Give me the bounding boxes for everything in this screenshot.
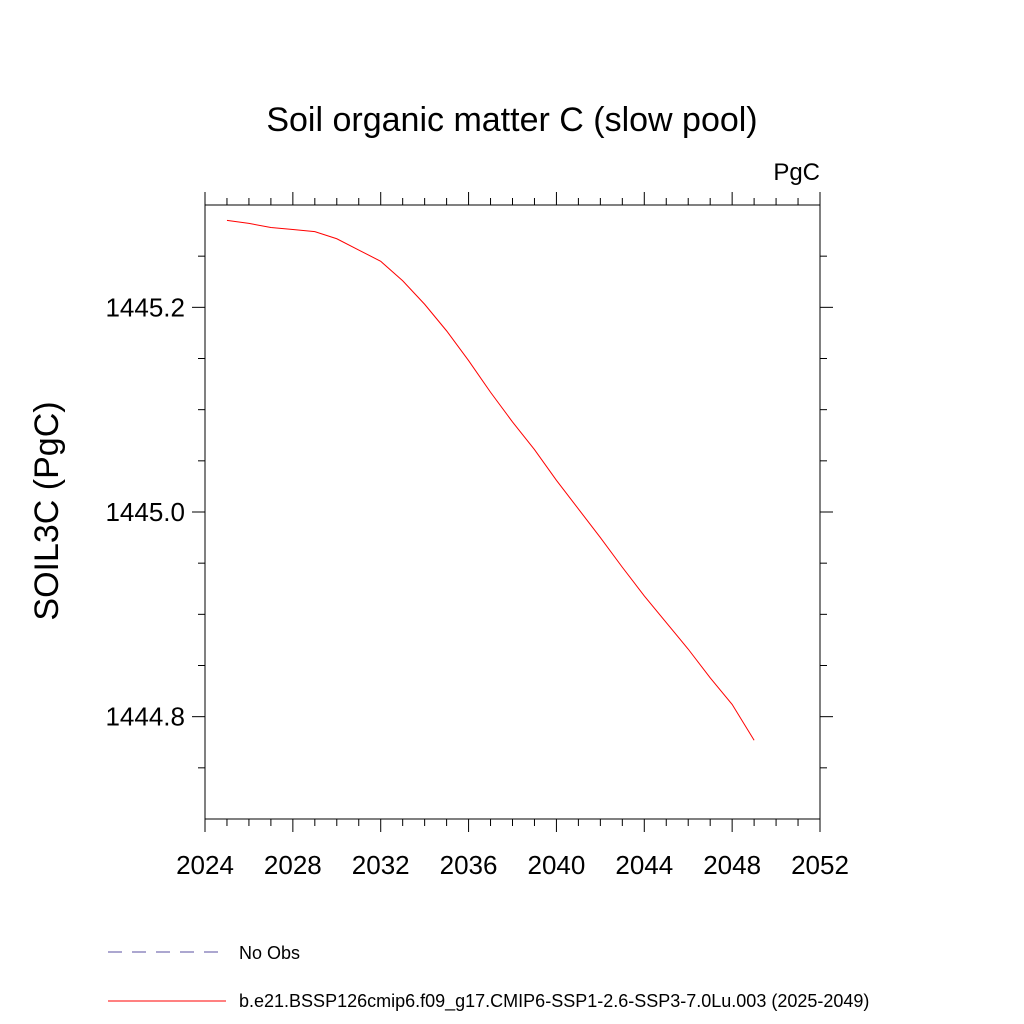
plot-frame	[204, 204, 821, 820]
y-axis-label: SOIL3C (PgC)	[28, 401, 66, 620]
y-tick-label: 1445.2	[105, 292, 185, 322]
y-tick-label: 1445.0	[105, 497, 185, 527]
x-tick-label: 2052	[791, 850, 849, 880]
series-line	[226, 219, 755, 741]
series-group	[226, 219, 755, 741]
x-tick-label: 2032	[352, 850, 410, 880]
legend-label-series: b.e21.BSSP126cmip6.f09_g17.CMIP6-SSP1-2.…	[239, 991, 869, 1012]
x-tick-labels: 2024 2028 2032 2036 2040 2044 2048 2052	[176, 850, 849, 880]
x-tick-label: 2044	[615, 850, 673, 880]
units-label: PgC	[773, 159, 820, 186]
x-tick-label: 2028	[264, 850, 322, 880]
legend: No Obs b.e21.BSSP126cmip6.f09_g17.CMIP6-…	[108, 943, 869, 1012]
x-tick-label: 2024	[176, 850, 234, 880]
x-tick-label: 2048	[703, 850, 761, 880]
y-tick-labels: 1444.8 1445.0 1445.2	[105, 292, 185, 731]
axis-ticks	[192, 192, 833, 832]
chart-title: Soil organic matter C (slow pool)	[266, 101, 757, 139]
x-tick-label: 2040	[528, 850, 586, 880]
legend-label-no-obs: No Obs	[239, 943, 300, 963]
x-tick-label: 2036	[440, 850, 498, 880]
y-tick-label: 1444.8	[105, 702, 185, 732]
